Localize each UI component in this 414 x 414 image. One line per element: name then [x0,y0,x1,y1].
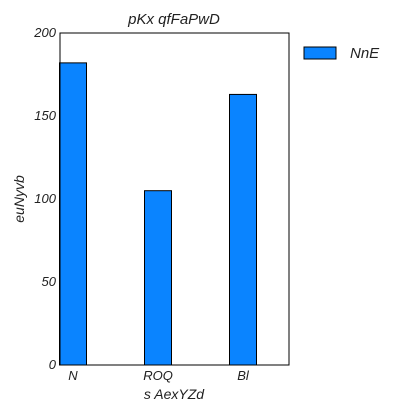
x-axis-ticks: N ROQ Bl [68,368,250,383]
y-tick-label: 50 [42,274,57,289]
y-tick-label: 100 [34,191,56,206]
legend-label: NnE [350,45,380,62]
y-tick-label: 0 [49,357,57,372]
legend: NnE [303,45,380,62]
x-axis-label: s AexYZd [144,386,205,402]
x-tick-label: N [68,368,78,383]
y-tick-label: 150 [34,108,56,123]
plot-frame [59,32,290,366]
x-tick-label: Bl [237,368,250,383]
bars-layer [59,62,257,366]
legend-swatch [303,46,337,60]
bar-n [59,62,87,366]
x-tick-label: ROQ [143,368,173,383]
bar-bl [229,93,257,366]
y-axis-label: euNyvb [11,175,27,223]
y-tick-label: 200 [33,25,56,40]
bar-roq [144,190,172,366]
chart-title: pKx qfFaPwD [127,11,220,28]
y-axis-ticks: 0 50 100 150 200 [33,25,56,372]
